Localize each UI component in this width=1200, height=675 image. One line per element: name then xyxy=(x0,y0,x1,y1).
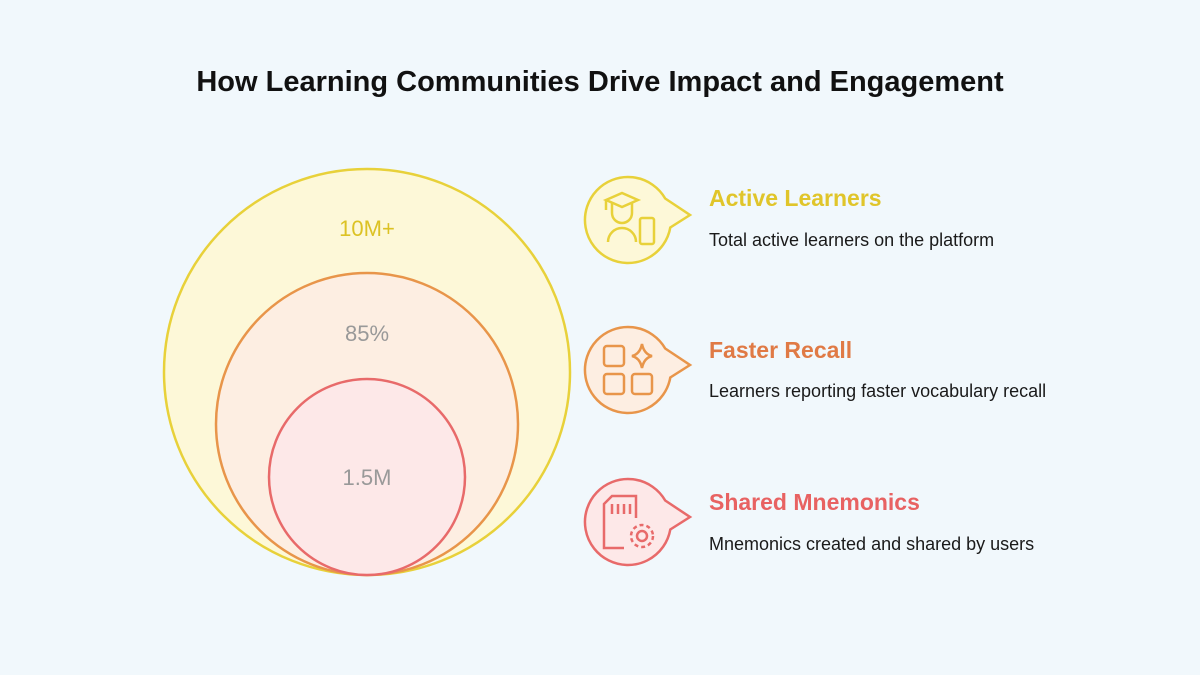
item-description: Total active learners on the platform xyxy=(709,230,995,250)
item-title: Shared Mnemonics xyxy=(709,489,920,515)
item-title: Faster Recall xyxy=(709,337,853,363)
icon-shared-mnemonics xyxy=(583,477,693,567)
item-description: Learners reporting faster vocabulary rec… xyxy=(709,381,1047,401)
icon-active-learners xyxy=(583,175,693,265)
circle-label: 1.5M xyxy=(343,465,392,490)
item-description: Mnemonics created and shared by users xyxy=(709,534,1035,554)
item-title: Active Learners xyxy=(709,185,882,211)
icon-faster-recall xyxy=(583,325,693,415)
title: How Learning Communities Drive Impact an… xyxy=(196,66,1004,98)
circle-label: 10M+ xyxy=(339,216,395,241)
circle-label: 85% xyxy=(345,321,389,346)
inner-circle xyxy=(267,377,467,577)
